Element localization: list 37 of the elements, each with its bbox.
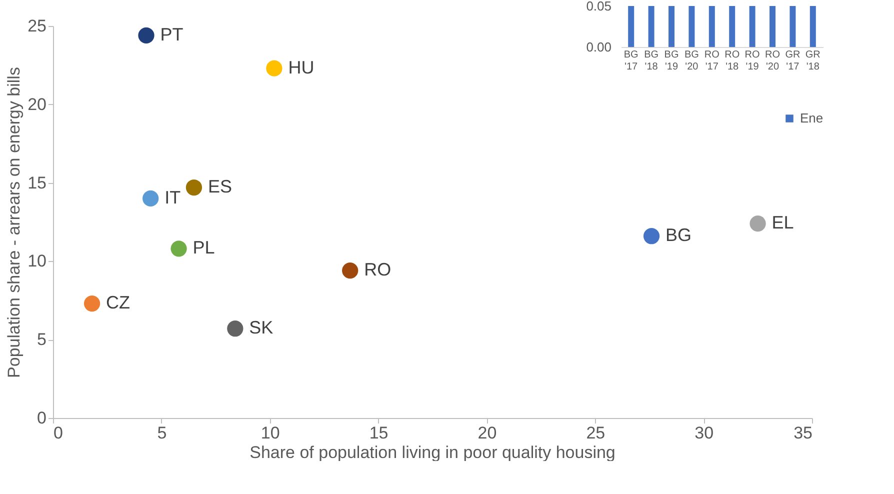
x-tick-label: RO '18 [724, 50, 740, 72]
x-tick-label: 15 [369, 424, 388, 442]
x-tick-label: RO '20 [765, 50, 780, 72]
y-tick-label: 25 [28, 16, 46, 36]
series-label: RO [364, 260, 392, 280]
y-tick-label: 15 [28, 173, 46, 192]
x-tick-label: BG '18 [644, 50, 659, 72]
y-tick-label: 5 [37, 330, 46, 350]
y-tick-label: 10 [28, 252, 46, 271]
x-tick-label: 20 [478, 424, 497, 442]
y-tick-label: 0.00 [586, 40, 612, 54]
x-tick-label: 5 [157, 424, 167, 442]
x-tick-label: 0 [54, 424, 63, 442]
series-label: BG [666, 225, 692, 246]
x-tick-label: RO '19 [744, 50, 760, 72]
x-tick-label: 30 [694, 424, 714, 442]
y-axis-title: Population share - arrears on energy bills [4, 67, 24, 378]
x-tick-label: BG '19 [664, 50, 679, 72]
series-label: CZ [106, 292, 130, 313]
x-tick-label: BG '17 [624, 50, 639, 72]
y-tick-label: 0 [37, 408, 46, 428]
series-label: HU [288, 57, 314, 78]
series-label: SK [249, 318, 274, 338]
series-label: PL [192, 238, 215, 258]
series-label: IT [164, 187, 181, 208]
y-tick-label: 0.05 [586, 0, 612, 14]
x-tick-label: 35 [794, 424, 812, 442]
x-tick-label: GR '17 [785, 50, 800, 72]
x-tick-label: 10 [260, 424, 280, 442]
x-tick-label: BG '20 [684, 50, 700, 72]
x-tick-label: RO '17 [704, 50, 720, 72]
legend-label: Ene [800, 110, 824, 126]
series-label: PT [160, 24, 184, 44]
series-label: EL [772, 212, 794, 233]
y-tick-label: 20 [28, 94, 46, 114]
x-tick-label: GR '18 [805, 50, 820, 72]
series-label: ES [208, 176, 232, 197]
